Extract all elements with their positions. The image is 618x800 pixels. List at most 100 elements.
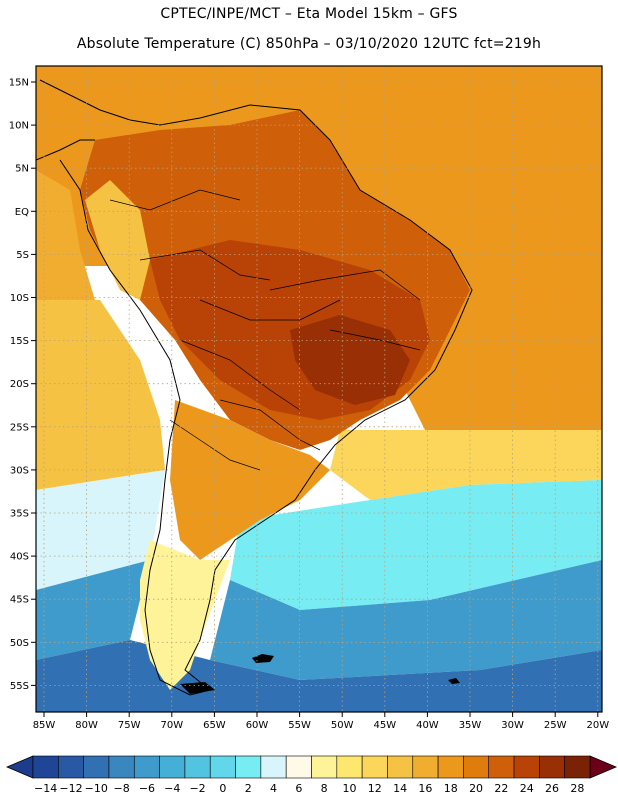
lon-tick-label: 45W [373, 720, 396, 731]
colorbar-tick-label: 14 [393, 782, 407, 795]
colorbar-bin [83, 755, 110, 779]
ocean-south-atlantic-south [210, 560, 602, 680]
land-hot-core [290, 315, 410, 405]
colorbar-under-arrow [5, 755, 34, 779]
colorbar-bin [539, 755, 565, 779]
colorbar-bin [260, 755, 287, 779]
lon-tick-label: 20W [586, 720, 609, 731]
colorbar-bin [311, 755, 338, 779]
land-andes-north [85, 180, 150, 300]
lat-tick-label: 15N [9, 78, 29, 89]
colorbar-tick-label: 0 [219, 782, 226, 795]
lat-tick-label: 10N [9, 121, 29, 132]
lat-tick-label: 40S [10, 552, 29, 563]
colorbar-bin [437, 755, 464, 779]
colorbar-bin [235, 755, 262, 779]
lat-tick-label: 5S [16, 250, 29, 261]
colorbar-tick-label: 16 [418, 782, 432, 795]
tierra-del-fuego [180, 682, 215, 694]
ocean-south-atlantic-subtropical [330, 430, 602, 500]
lat-tick-label: 20S [10, 379, 29, 390]
colorbar-bin [361, 755, 388, 779]
lat-tick-label: 30S [10, 465, 29, 476]
lon-tick-label: 55W [288, 720, 311, 731]
lat-tick-label: EQ [15, 207, 29, 218]
colorbar-bin [488, 755, 515, 779]
map-title-line-2: Absolute Temperature (C) 850hPa – 03/10/… [76, 36, 542, 52]
colorbar-tick-label: 12 [368, 782, 382, 795]
longitude-axis: 85W 80W 75W 70W 65W 60W 55W 50W 45W 40W 35W 30W 25W 2… [33, 712, 609, 731]
colorbar: −14 −12 −10 −8 −6 −4 −2 0 2 4 6 8 10 12 14 16 18 20 22 24 26… [5, 755, 618, 795]
colorbar-bin [387, 755, 414, 779]
ocean-pacific-equatorial [36, 170, 95, 300]
lat-tick-label: 10S [10, 293, 29, 304]
lat-tick-label: 55S [10, 681, 29, 692]
ocean-pacific-midlat [36, 470, 165, 590]
colorbar-bin [209, 755, 236, 779]
colorbar-tick-label: 6 [295, 782, 302, 795]
lat-tick-label: 50S [10, 638, 29, 649]
ocean-caribbean [36, 66, 330, 170]
colorbar-bin [412, 755, 439, 779]
colorbar-tick-label: 18 [444, 782, 458, 795]
lon-tick-label: 30W [501, 720, 524, 731]
lon-tick-label: 80W [75, 720, 98, 731]
colorbar-tick-label: 4 [270, 782, 277, 795]
latitude-axis: 15N 10N 5N EQ 5S 10S 15S 20S 25S 30S 35S 40S 45S 50S 5… [9, 78, 36, 692]
lat-tick-label: 25S [10, 422, 29, 433]
colorbar-tick-label: −10 [85, 782, 108, 795]
colorbar-tick-label: 24 [520, 782, 534, 795]
colorbar-bin [133, 755, 160, 779]
colorbar-bin [513, 755, 540, 779]
colorbar-tick-label: 10 [342, 782, 356, 795]
colorbar-tick-label: 22 [494, 782, 508, 795]
lon-tick-label: 40W [416, 720, 439, 731]
land-southern-cone [170, 400, 330, 560]
lon-tick-label: 50W [331, 720, 354, 731]
colorbar-tick-label: −14 [34, 782, 57, 795]
south-georgia [448, 678, 460, 684]
colorbar-bin [463, 755, 490, 779]
lon-tick-label: 65W [203, 720, 226, 731]
lon-tick-label: 75W [118, 720, 141, 731]
lon-tick-label: 25W [544, 720, 567, 731]
coastlines [36, 79, 473, 696]
lon-tick-label: 60W [246, 720, 269, 731]
colorbar-tick-label: 26 [545, 782, 559, 795]
colorbar-tick-label: 28 [570, 782, 584, 795]
falkland-islands [252, 654, 274, 663]
map-field [36, 66, 602, 712]
colorbar-bin [336, 755, 363, 779]
lon-tick-label: 35W [459, 720, 482, 731]
colorbar-over-arrow [589, 755, 618, 779]
ocean-pacific-subtropical [36, 300, 165, 490]
colorbar-bin [159, 755, 186, 779]
colorbar-tick-label: 8 [321, 782, 328, 795]
lat-tick-label: 15S [10, 336, 29, 347]
ocean-pacific-south [36, 560, 150, 660]
lat-tick-label: 5N [15, 164, 29, 175]
colorbar-tick-label: −6 [139, 782, 155, 795]
colorbar-tick-label: −2 [189, 782, 205, 795]
colorbar-bin [285, 755, 312, 779]
colorbar-tick-label: −12 [59, 782, 82, 795]
colorbar-bin [32, 755, 59, 779]
land-patagonia [140, 540, 230, 690]
lon-tick-label: 70W [160, 720, 183, 731]
map-title-line-1: CPTEC/INPE/MCT – Eta Model 15km – GFS [160, 6, 458, 22]
colorbar-tick-label: −8 [114, 782, 130, 795]
map-frame [35, 65, 603, 713]
colorbar-tick-label: 2 [245, 782, 252, 795]
lat-tick-label: 35S [10, 509, 29, 520]
lon-tick-label: 85W [33, 720, 56, 731]
ocean-south-atlantic-midlat [230, 480, 602, 610]
country-borders [109, 189, 421, 471]
colorbar-bin [564, 755, 591, 779]
colorbar-tick-label: −4 [164, 782, 180, 795]
lat-tick-label: 45S [10, 595, 29, 606]
colorbar-tick-label: 20 [469, 782, 483, 795]
colorbar-bin [108, 755, 135, 779]
colorbar-bin [58, 755, 84, 779]
colorbar-bin [184, 755, 211, 779]
